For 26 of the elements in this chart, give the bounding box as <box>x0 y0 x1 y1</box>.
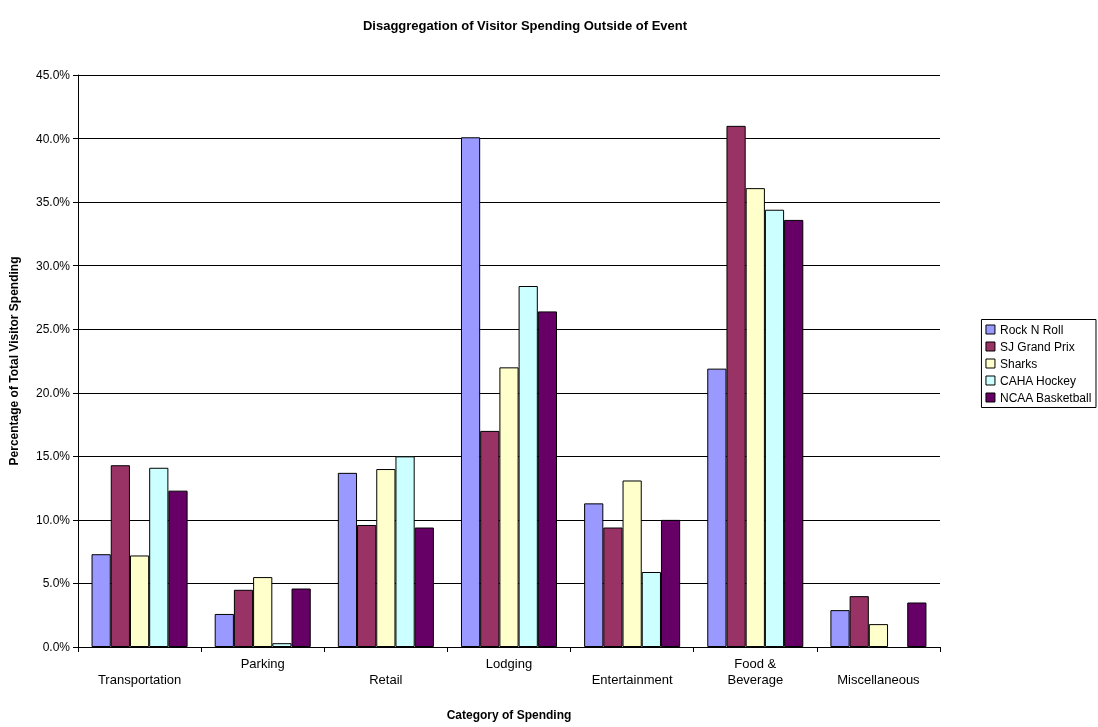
y-tick-label: 25.0% <box>35 322 71 337</box>
legend-label: Sharks <box>999 356 1038 371</box>
bar <box>907 602 927 647</box>
y-tick-label: 40.0% <box>35 131 71 146</box>
y-tick-label: 35.0% <box>35 195 71 210</box>
x-tick-label: Entertainment <box>591 671 673 687</box>
legend-label: NCAA Basketball <box>999 390 1092 405</box>
y-tick-label: 30.0% <box>35 258 71 273</box>
y-tick-label: 10.0% <box>35 512 71 527</box>
x-tick-label: Miscellaneous <box>837 671 921 687</box>
x-tick-label: Retail <box>369 671 403 687</box>
y-axis-title: Percentage of Total Visitor Spending <box>7 256 21 466</box>
chart-title: Disaggregation of Visitor Spending Outside of Event <box>362 18 688 33</box>
x-tick-label: Parking <box>240 655 285 671</box>
y-tick-label: 15.0% <box>35 449 71 464</box>
y-tick-label: 20.0% <box>35 385 71 400</box>
y-tick-label: 5.0% <box>42 576 71 591</box>
x-axis-title: Category of Spending <box>446 708 572 722</box>
x-tick-label: Transportation <box>97 671 182 687</box>
y-tick-label: 0.0% <box>42 640 71 654</box>
legend-label: SJ Grand Prix <box>999 339 1075 354</box>
x-tick-label: Food & Beverage <box>727 655 784 687</box>
legend-label: Rock N Roll <box>999 322 1064 337</box>
y-tick-label: 45.0% <box>35 68 71 82</box>
legend-label: CAHA Hockey <box>999 373 1076 388</box>
x-tick-label: Lodging <box>485 655 533 671</box>
